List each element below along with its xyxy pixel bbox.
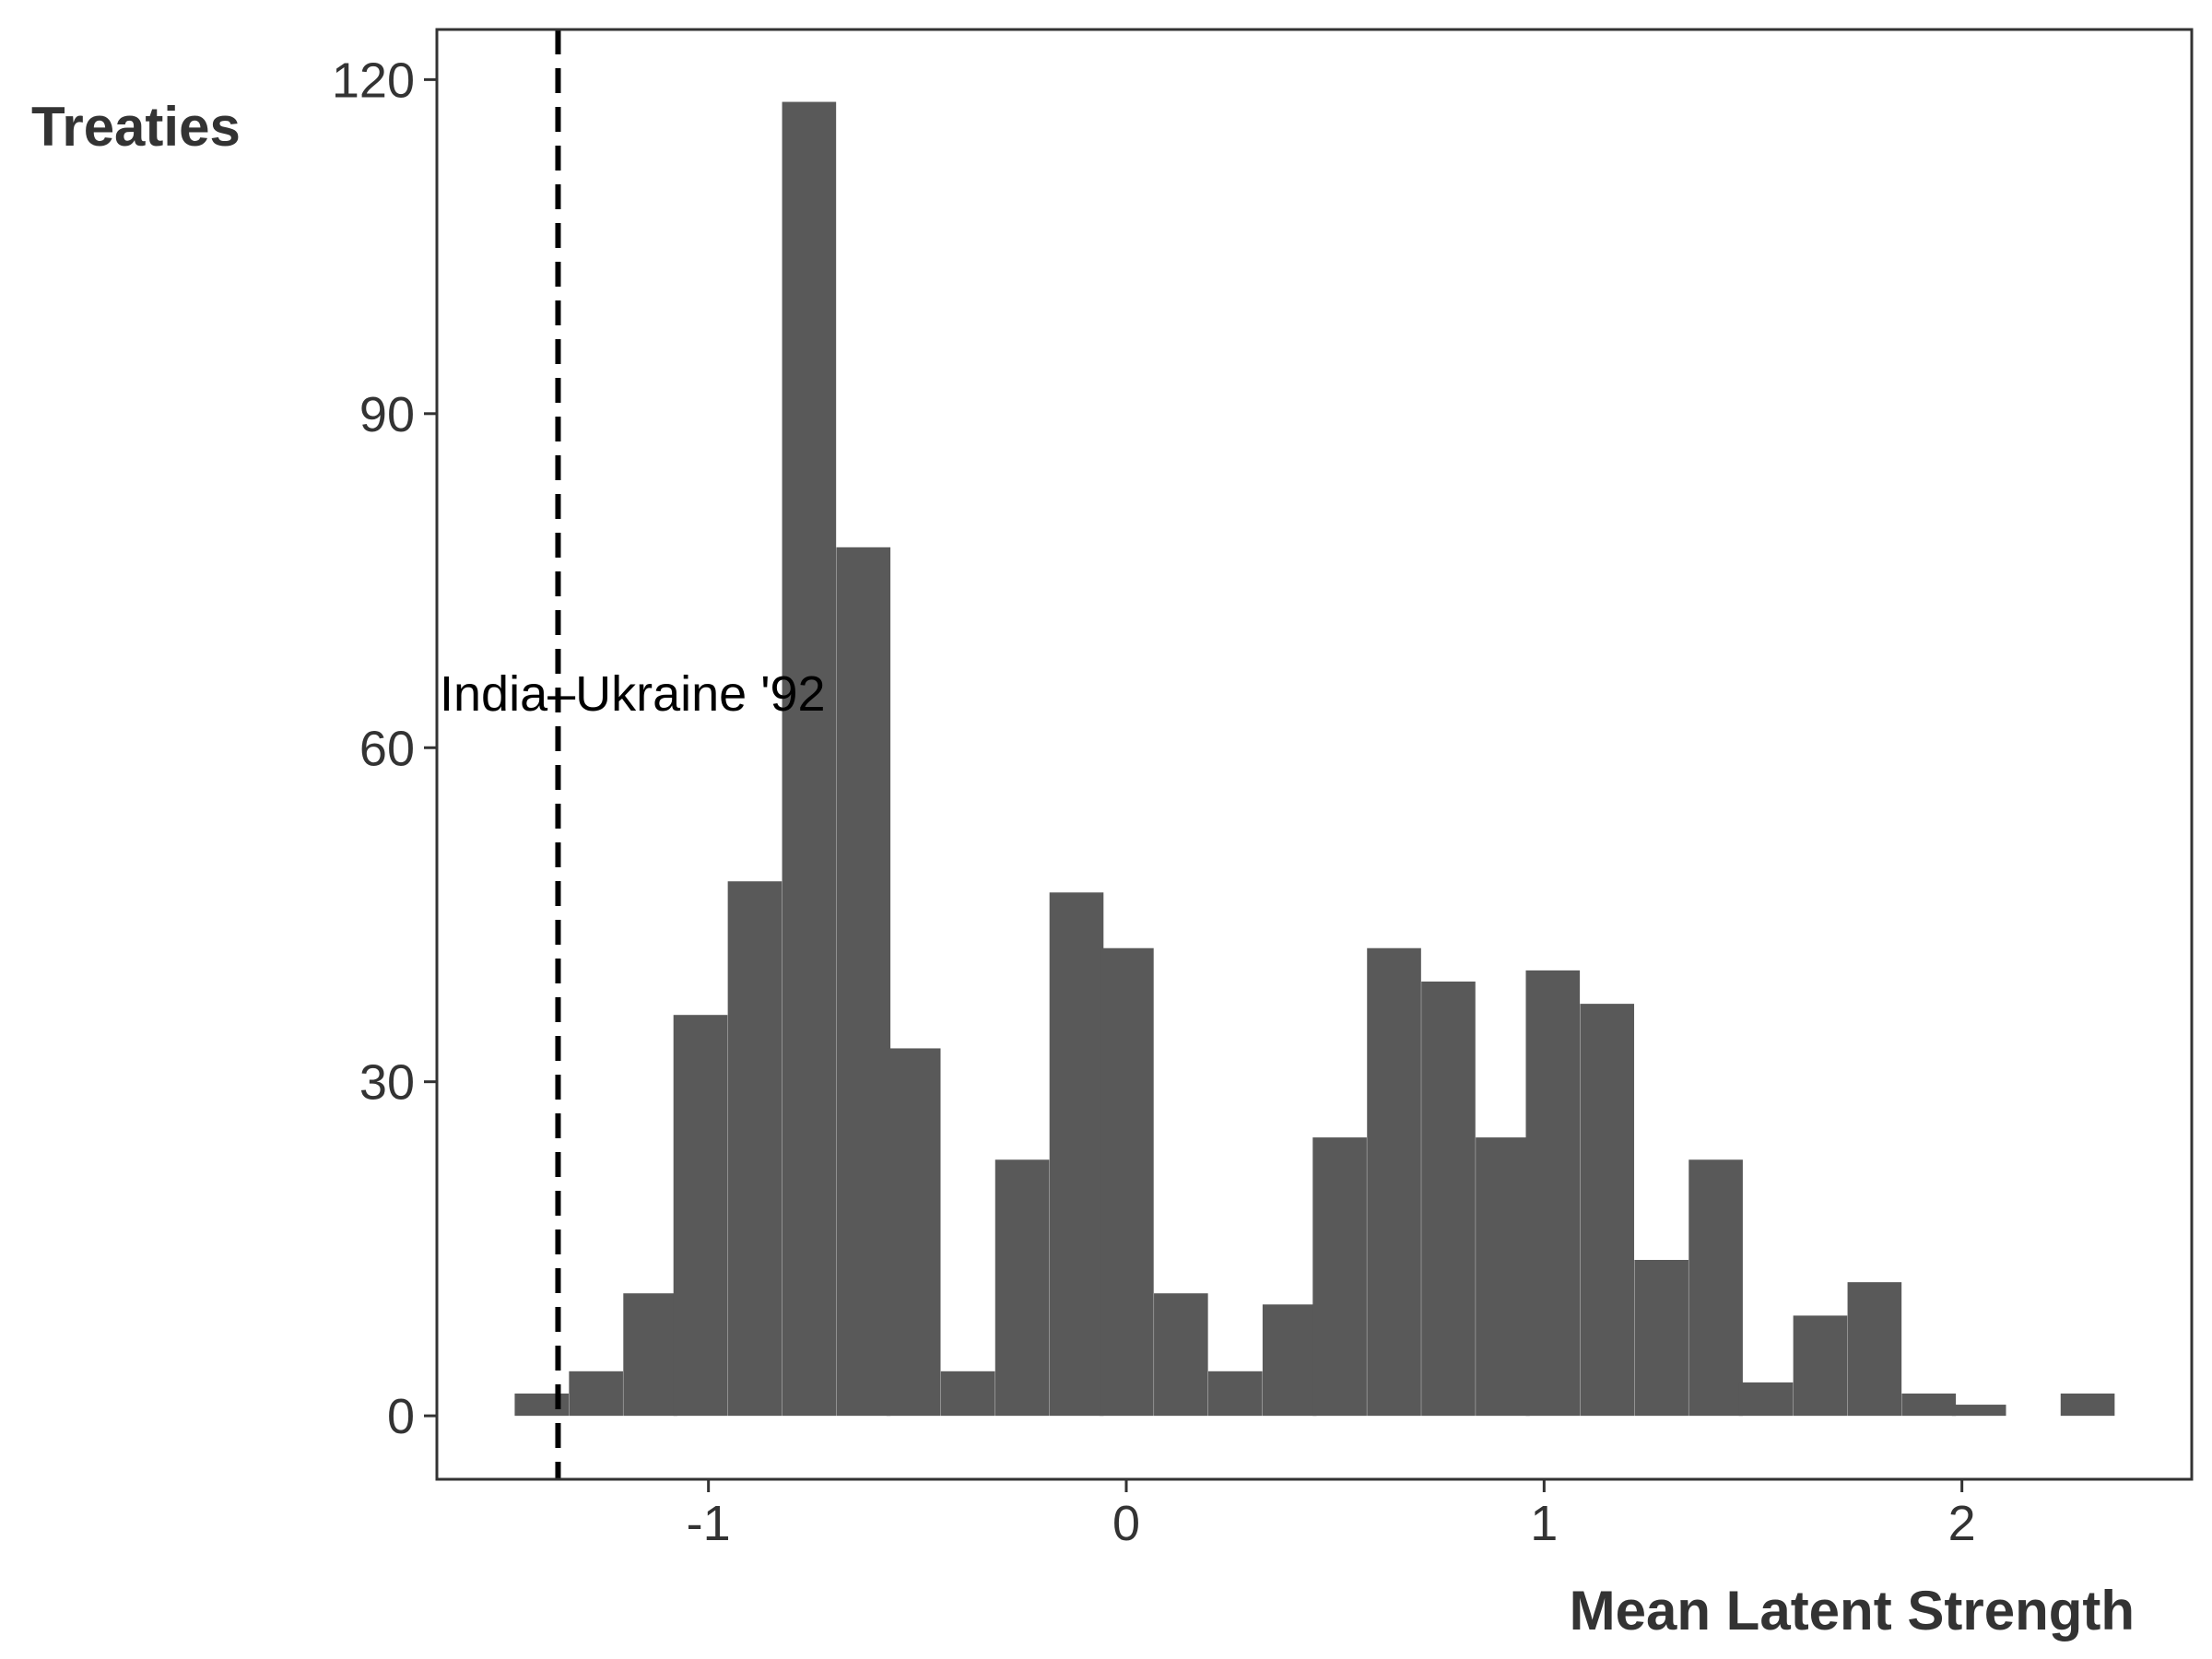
- histogram-bar: [1476, 1137, 1530, 1417]
- histogram-bar: [940, 1371, 995, 1417]
- histogram-bar: [1951, 1405, 2006, 1417]
- y-tick-label: 30: [359, 1055, 415, 1111]
- histogram-bar: [1901, 1393, 1957, 1417]
- histogram-bar: [1580, 1004, 1635, 1417]
- histogram-bar: [1738, 1382, 1794, 1417]
- histogram-bar: [1154, 1293, 1208, 1417]
- x-axis: -1 0 1 2: [687, 1479, 1976, 1551]
- x-tick-label: 1: [1530, 1496, 1558, 1551]
- histogram-bar: [1634, 1259, 1688, 1417]
- histogram-bar: [836, 547, 891, 1417]
- histogram-bar: [727, 881, 782, 1417]
- histogram-bar: [1525, 970, 1581, 1417]
- histogram-bar: [782, 101, 837, 1417]
- y-tick-label: 60: [359, 721, 415, 776]
- histogram-bar: [2060, 1393, 2115, 1417]
- plot-panel-border: [435, 28, 2194, 1481]
- histogram-bar: [1100, 947, 1154, 1417]
- histogram-bar: [994, 1159, 1050, 1417]
- y-tick-label: 0: [387, 1389, 415, 1444]
- y-axis-title: Treaties: [31, 96, 241, 158]
- histogram-bar: [1421, 981, 1476, 1417]
- histogram-bar: [1049, 892, 1104, 1417]
- histogram-bar: [673, 1015, 728, 1417]
- y-tick-label: 120: [332, 53, 415, 108]
- bars-layer: [514, 101, 2115, 1417]
- histogram-bar: [1207, 1371, 1263, 1417]
- histogram-bar: [1312, 1137, 1367, 1417]
- x-axis-title: Mean Latent Strength: [1570, 1580, 2135, 1641]
- histogram-bar: [886, 1048, 941, 1417]
- x-tick-label: 0: [1112, 1496, 1140, 1551]
- histogram-bar: [1793, 1315, 1848, 1417]
- histogram-bar: [569, 1371, 623, 1417]
- x-tick-label: 2: [1948, 1496, 1976, 1551]
- y-axis: 0 30 60 90 120: [332, 53, 437, 1444]
- histogram-bar: [1367, 947, 1421, 1417]
- histogram-bar: [1262, 1304, 1317, 1417]
- annotation-label: India–Ukraine '92: [440, 666, 826, 722]
- y-tick-label: 90: [359, 387, 415, 442]
- histogram-bar: [1847, 1282, 1902, 1417]
- histogram-bar: [623, 1293, 677, 1417]
- histogram-bar: [1688, 1159, 1743, 1417]
- x-tick-label: -1: [687, 1496, 731, 1551]
